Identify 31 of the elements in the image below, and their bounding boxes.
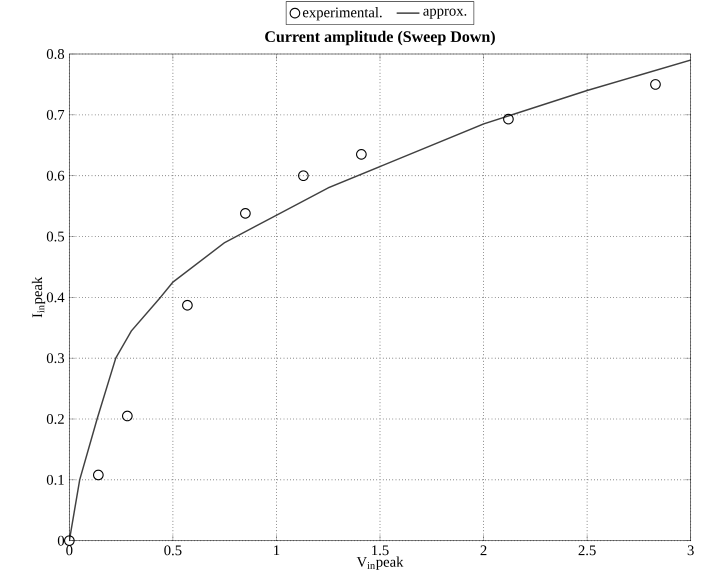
point bbox=[298, 170, 309, 182]
point bbox=[93, 470, 104, 480]
x-tick-label: 3 bbox=[688, 545, 694, 556]
x-tick-label: 0.5 bbox=[164, 545, 182, 556]
x-tick-label: 1 bbox=[274, 545, 280, 556]
point bbox=[650, 79, 661, 90]
legend-label: approx. bbox=[423, 8, 466, 19]
x-tick-label: 0 bbox=[66, 545, 72, 556]
x-axis-title: V$_{in}$peak bbox=[356, 556, 404, 570]
y-tick-label: 0.2 bbox=[46, 414, 64, 424]
x-tick-label: 2 bbox=[480, 545, 486, 556]
legend-label: experimental. bbox=[302, 7, 382, 20]
point bbox=[356, 149, 367, 160]
y-tick-label: 0.5 bbox=[46, 232, 64, 242]
y-tick-label: 0.6 bbox=[46, 170, 64, 181]
line-series bbox=[69, 59, 691, 541]
y-tick-label: 0.7 bbox=[46, 110, 64, 120]
y-tick-label: 0 bbox=[58, 536, 64, 546]
point bbox=[182, 300, 193, 311]
point bbox=[503, 114, 514, 124]
y-tick-label: 0.8 bbox=[46, 49, 64, 59]
y-tick-label: 0.3 bbox=[46, 353, 64, 364]
y-tick-label: 0.1 bbox=[46, 474, 64, 485]
x-tick-label: 2.5 bbox=[578, 545, 596, 556]
y-tick-label: 0.4 bbox=[46, 292, 64, 302]
point bbox=[64, 535, 75, 546]
point bbox=[240, 208, 251, 219]
point bbox=[122, 410, 133, 422]
y-axis-title: I$_{in}$peak bbox=[32, 276, 46, 318]
x-tick-label: 1.5 bbox=[372, 545, 389, 556]
chart-title: Current amplitude (Sweep Down) bbox=[265, 30, 495, 46]
